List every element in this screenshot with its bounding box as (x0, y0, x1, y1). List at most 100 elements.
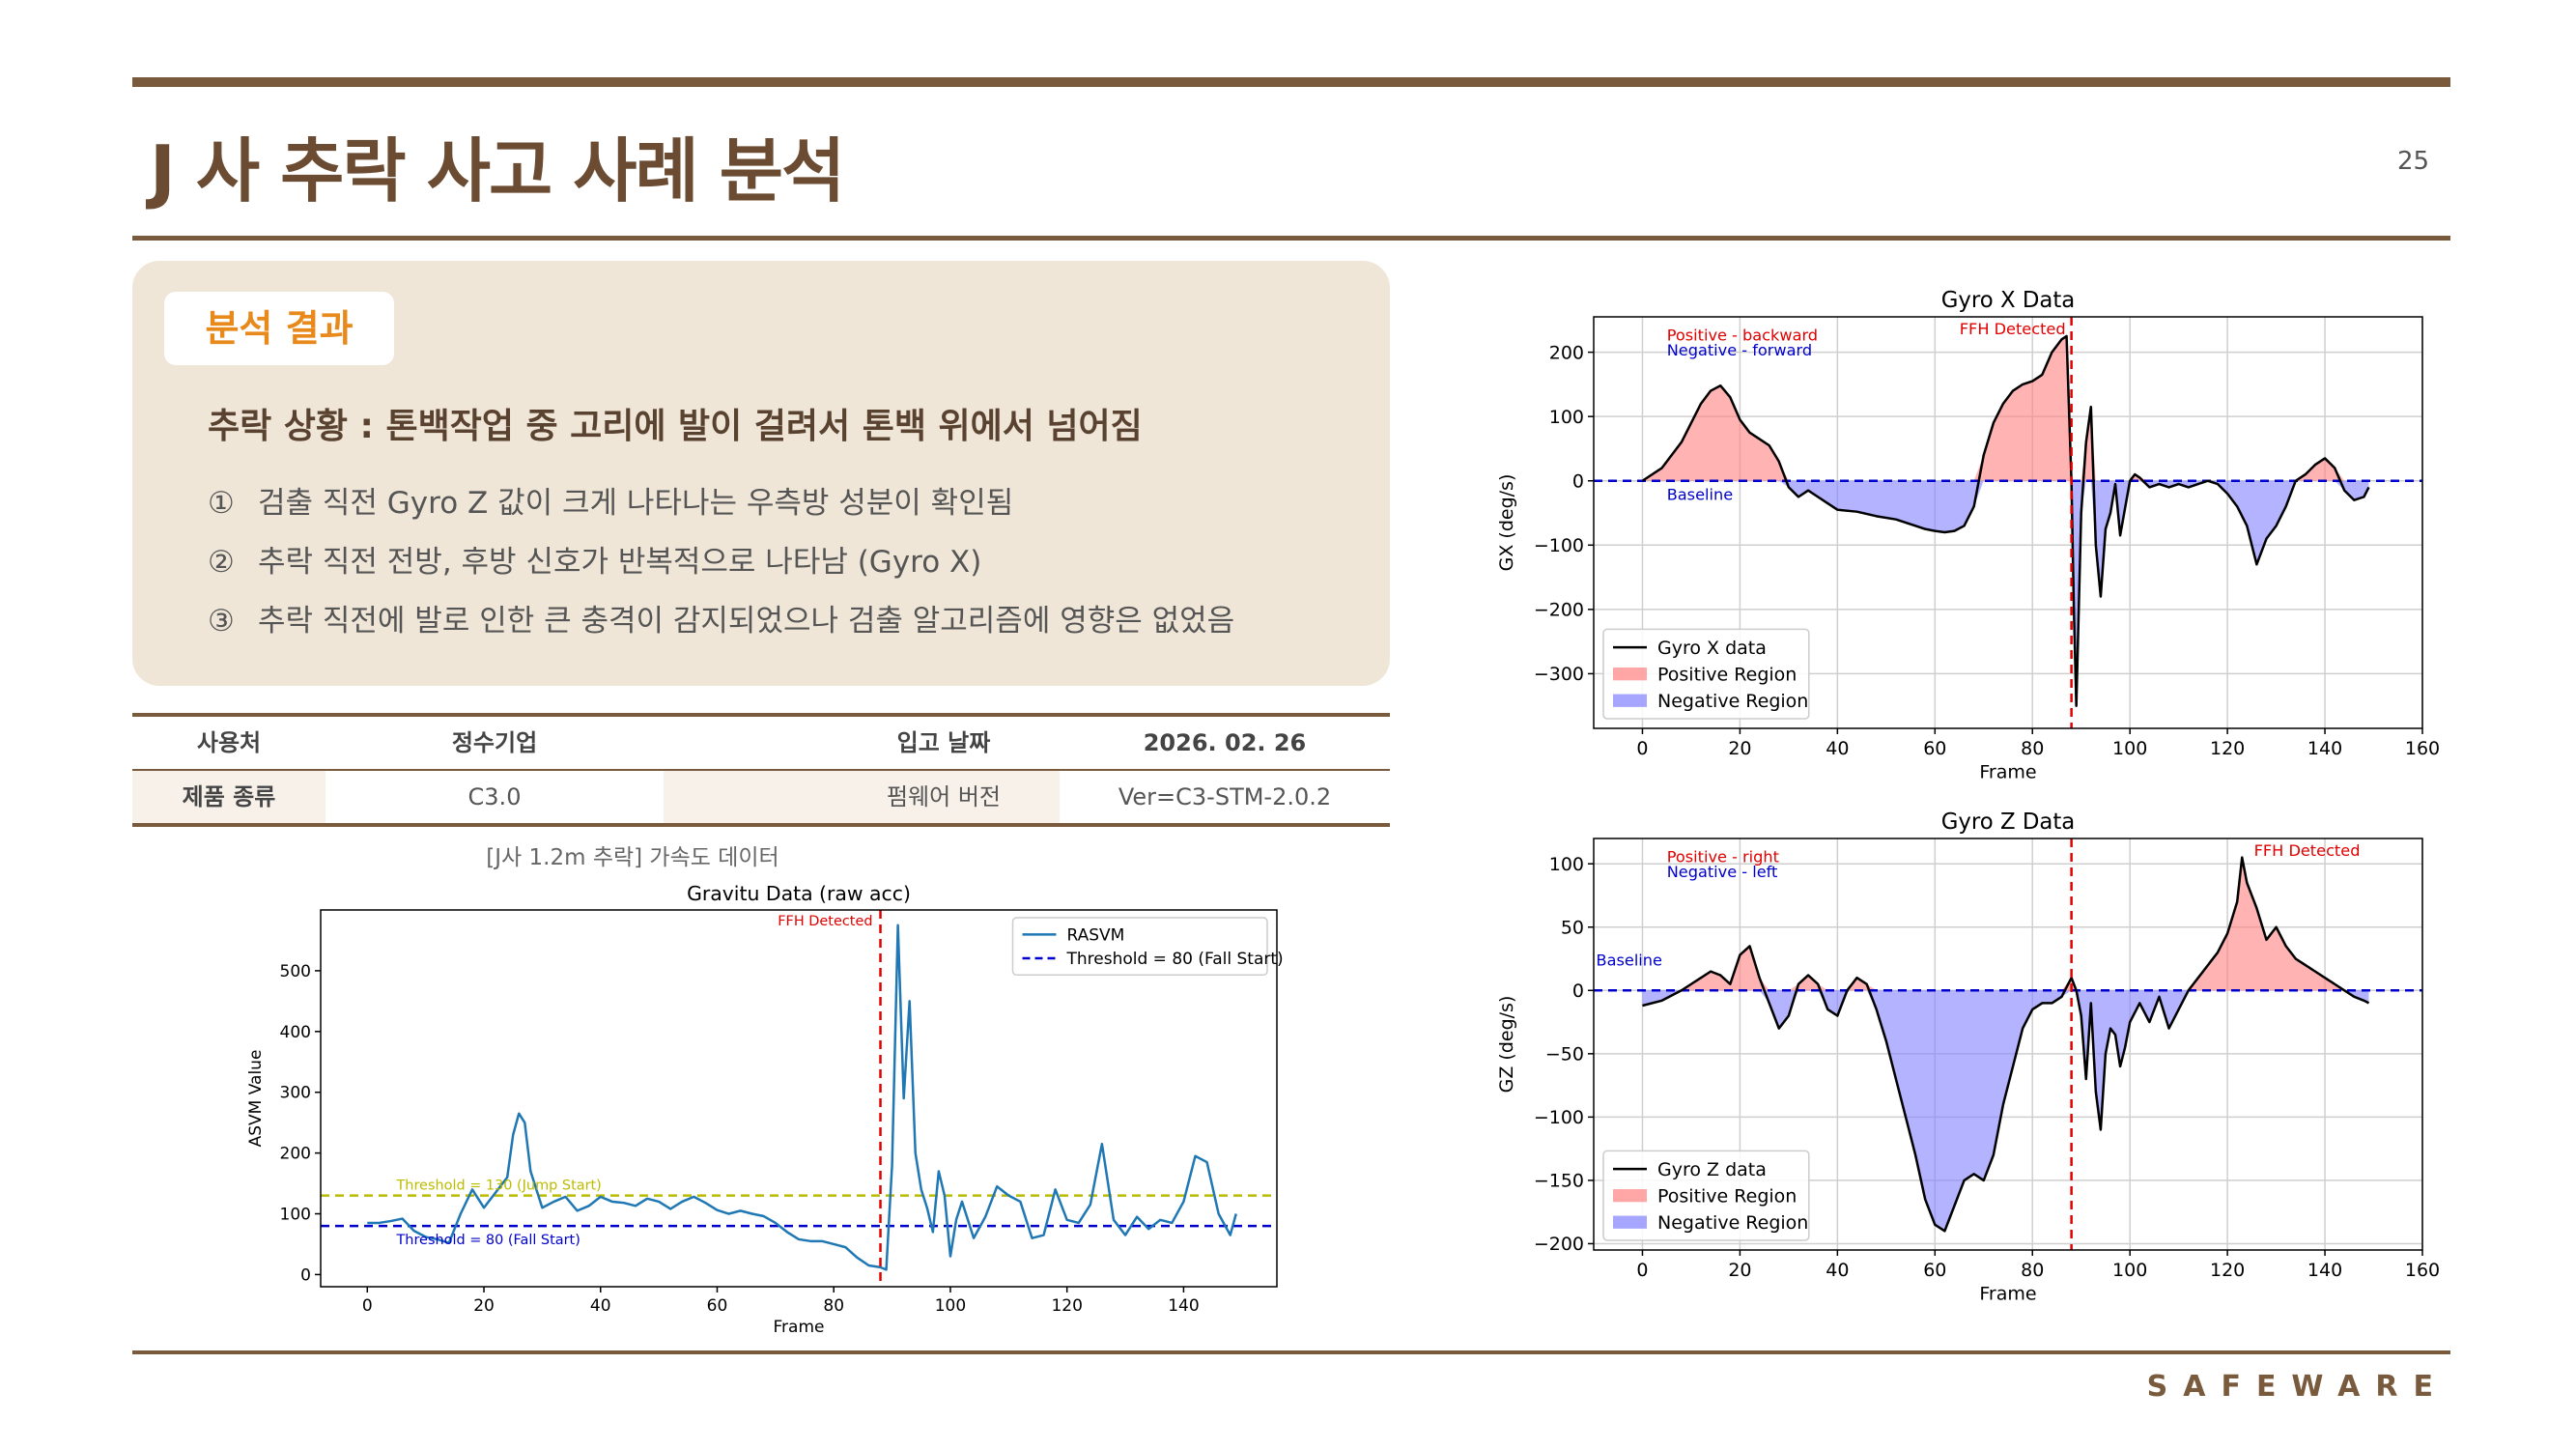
plot-frame (320, 909, 1278, 1288)
x-tick-label: 140 (1168, 1296, 1199, 1316)
label-product-type: 제품 종류 (182, 783, 276, 810)
finding-item-2: ② 추락 직전 전방, 후방 신호가 반복적으로 나타남 (Gyro X) (208, 537, 981, 581)
y-tick-label: −200 (1534, 1234, 1584, 1255)
y-tick-label: −100 (1534, 1107, 1584, 1128)
table-mid-rule (132, 769, 1390, 771)
top-rule (132, 77, 2450, 87)
x-tick-label: 80 (2021, 738, 2044, 759)
x-tick-label: 100 (2112, 1260, 2147, 1281)
table-row: 제품 종류 C3.0 펌웨어 버전 Ver=C3-STM-2.0.2 (132, 771, 1390, 823)
legend-box (1602, 1150, 1810, 1241)
x-tick-label: 140 (2307, 1260, 2342, 1281)
acc-chart-caption: [J사 1.2m 추락] 가속도 데이터 (486, 845, 779, 870)
legend-entry: Negative Region (1657, 691, 1808, 712)
finding-number: ① (208, 486, 235, 521)
x-tick-label: 60 (1923, 738, 1946, 759)
finding-text: 검출 직전 Gyro Z 값이 크게 나타나는 우측방 성분이 확인됨 (258, 486, 1014, 521)
value-receive-date: 2026. 02. 26 (1143, 729, 1307, 756)
y-tick-label: 50 (1561, 917, 1584, 938)
summary-tag: 분석 결과 (164, 292, 394, 365)
finding-item-1: ① 검출 직전 Gyro Z 값이 크게 나타나는 우측방 성분이 확인됨 (208, 478, 1013, 522)
legend-entry: Negative Region (1657, 1212, 1808, 1234)
y-tick-label: −200 (1534, 600, 1584, 621)
table-bottom-rule (132, 823, 1390, 827)
x-tick-label: 0 (362, 1296, 373, 1316)
x-tick-label: 0 (1636, 738, 1648, 759)
plot-frame (1593, 838, 2423, 1251)
y-tick-label: 200 (1549, 342, 1584, 363)
finding-number: ③ (208, 604, 235, 639)
x-tick-label: 160 (2405, 738, 2440, 759)
label-receive-date: 입고 날짜 (896, 729, 991, 756)
x-tick-label: 60 (707, 1296, 728, 1316)
chart-title: Gyro Z Data (1941, 810, 2076, 835)
chart-title: Gyro X Data (1941, 288, 2076, 313)
finding-text: 추락 직전 전방, 후방 신호가 반복적으로 나타남 (Gyro X) (258, 545, 982, 580)
x-tick-label: 40 (1826, 738, 1849, 759)
baseline-annotation: Baseline (1597, 951, 1663, 969)
summary-headline: 추락 상황 : 톤백작업 중 고리에 발이 걸려서 톤백 위에서 넘어짐 (208, 407, 1143, 446)
event-label: FFH Detected (1960, 320, 2066, 338)
x-tick-label: 160 (2405, 1260, 2440, 1281)
threshold-label: Threshold = 130 (Jump Start) (395, 1179, 601, 1194)
series-line (1641, 334, 2370, 707)
bottom-rule (132, 1350, 2450, 1354)
page-title: J 사 추락 사고 사례 분석 (150, 130, 845, 212)
legend-entry: RASVM (1067, 925, 1125, 945)
legend-entry: Positive Region (1657, 1185, 1797, 1207)
finding-number: ② (208, 545, 235, 580)
y-tick-label: 100 (1549, 854, 1584, 875)
finding-item-3: ③ 추락 직전에 발로 인한 큰 충격이 감지되었으나 검출 알고리즘에 영향은 … (208, 596, 1234, 639)
negative-annotation: Negative - forward (1667, 341, 1812, 359)
gyro-x-chart: FFH Detected 0 20 40 60 80 100 120 140 160 200 100 0… (1496, 288, 2440, 783)
x-tick-label: 40 (1826, 1260, 1849, 1281)
table-top-rule (132, 713, 1390, 717)
legend-swatch-area (1613, 668, 1647, 681)
legend-entry: Gyro X data (1657, 638, 1767, 659)
threshold-label: Threshold = 80 (Fall Start) (395, 1233, 580, 1248)
legend-box (1011, 917, 1268, 977)
legend-swatch-area (1613, 694, 1647, 707)
x-tick-label: 120 (2210, 1260, 2245, 1281)
y-tick-label: −150 (1534, 1171, 1584, 1192)
x-tick-label: 20 (473, 1296, 495, 1316)
positive-region-area (1642, 857, 2369, 991)
x-axis-label: Frame (1979, 762, 2036, 783)
event-label: FFH Detected (2254, 841, 2361, 860)
x-tick-label: 20 (1728, 738, 1751, 759)
plot-frame (1593, 316, 2423, 729)
positive-annotation: Positive - right (1667, 848, 1779, 867)
x-tick-label: 40 (590, 1296, 611, 1316)
x-tick-label: 20 (1728, 1260, 1751, 1281)
legend-entry: Positive Region (1657, 664, 1797, 685)
value-firmware-version: Ver=C3-STM-2.0.2 (1060, 771, 1390, 823)
y-tick-label: 500 (280, 962, 311, 981)
series-line (367, 923, 1237, 1271)
summary-box: 분석 결과 추락 상황 : 톤백작업 중 고리에 발이 걸려서 톤백 위에서 넘… (132, 261, 1390, 686)
negative-region-area (1642, 990, 2369, 1232)
y-tick-label: 0 (1572, 980, 1584, 1002)
value-product-type: C3.0 (326, 771, 664, 823)
x-tick-label: 80 (823, 1296, 844, 1316)
y-axis-label: GZ (deg/s) (1496, 996, 1517, 1094)
x-tick-label: 80 (2021, 1260, 2044, 1281)
x-tick-label: 100 (935, 1296, 966, 1316)
x-axis-label: Frame (1979, 1284, 2036, 1305)
legend-entry: Gyro Z data (1657, 1159, 1767, 1180)
legend-swatch-area (1613, 1215, 1647, 1229)
y-tick-label: −50 (1545, 1043, 1584, 1065)
value-usage: 정수기업 (451, 729, 538, 756)
y-tick-label: 400 (280, 1023, 311, 1042)
event-label: FFH Detected (778, 914, 872, 929)
y-tick-label: 300 (280, 1084, 311, 1103)
y-tick-label: −300 (1534, 664, 1584, 685)
series-line (1642, 856, 2370, 1233)
chart-title: Gravitu Data (raw acc) (687, 882, 911, 905)
x-tick-label: 100 (2112, 738, 2147, 759)
title-rule (132, 236, 2450, 241)
y-tick-label: 100 (1549, 407, 1584, 428)
x-tick-label: 140 (2307, 738, 2342, 759)
y-tick-label: 200 (280, 1145, 311, 1164)
gyro-z-chart: FFH Detected 0 20 40 60 80 100 120 140 160 100 50 0 −… (1496, 810, 2440, 1305)
y-tick-label: 0 (300, 1265, 311, 1285)
